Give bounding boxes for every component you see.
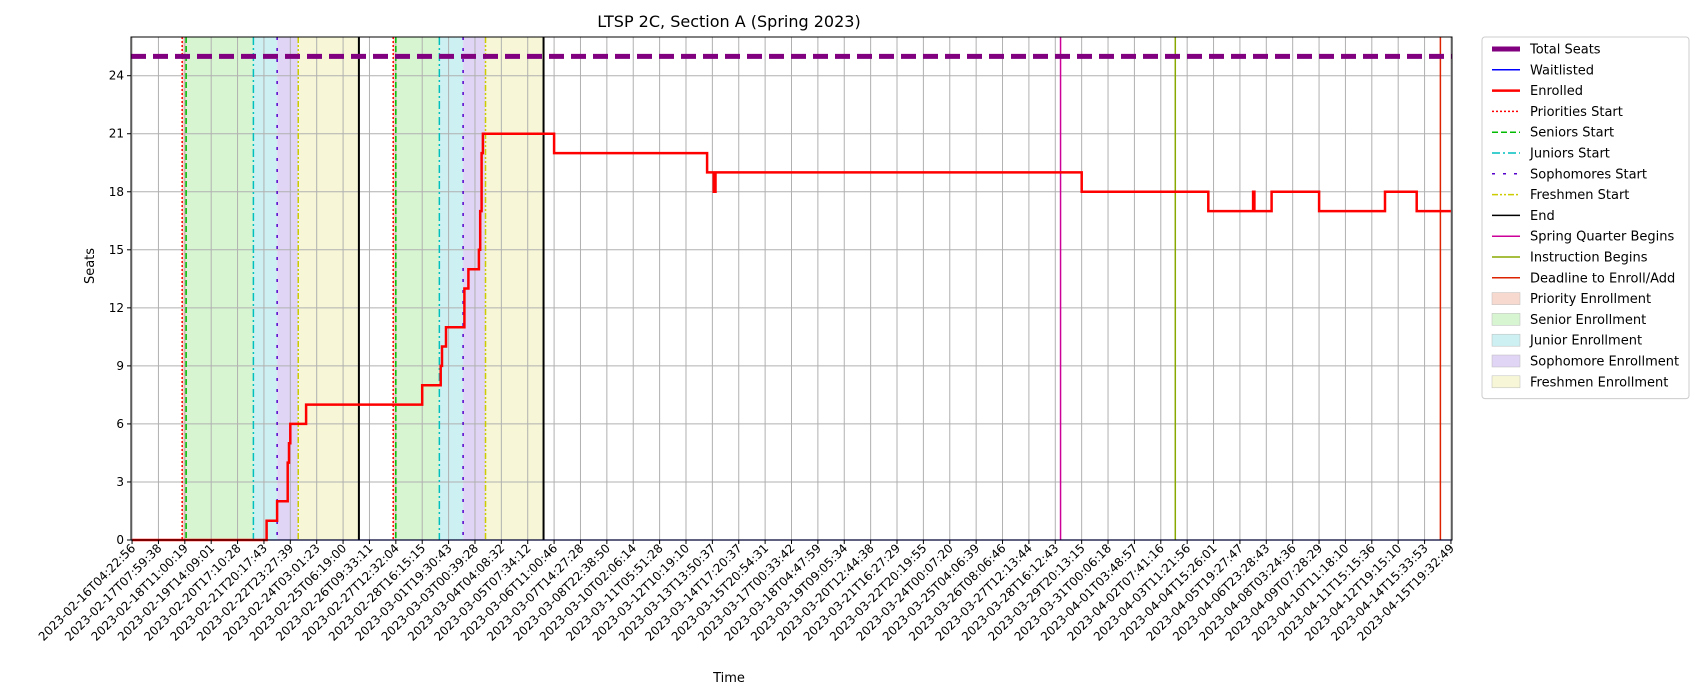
legend-label-junior-enrollment: Junior Enrollment: [1529, 334, 1642, 349]
legend-label-senior-enrollment: Senior Enrollment: [1530, 313, 1646, 328]
legend-label-freshmen-start: Freshmen Start: [1530, 188, 1629, 203]
legend-label-spring-quarter-begins: Spring Quarter Begins: [1530, 230, 1674, 245]
legend-swatch-priority-enrollment: [1491, 292, 1521, 305]
band-senior-enrollment-1: [186, 37, 254, 540]
band-priority-enrollment-0: [182, 37, 187, 540]
legend-label-waitlisted: Waitlisted: [1530, 63, 1594, 78]
legend-box: [1481, 36, 1690, 400]
legend-label-end: End: [1530, 209, 1555, 224]
legend-label-priority-enrollment: Priority Enrollment: [1530, 292, 1651, 307]
band-junior-enrollment-2: [253, 37, 278, 540]
band-sophomore-enrollment-8: [463, 37, 486, 540]
legend-label-deadline-to-enroll-add: Deadline to Enroll/Add: [1530, 271, 1675, 286]
legend-label-juniors-start: Juniors Start: [1529, 147, 1610, 162]
plot-area: 036912151821242023-02-16T04:22:562023-02…: [36, 36, 1457, 644]
y-tick-label: 6: [116, 417, 124, 431]
legend-swatch-senior-enrollment: [1491, 313, 1521, 326]
band-freshmen-enrollment-9: [485, 37, 544, 540]
legend-label-freshmen-enrollment: Freshmen Enrollment: [1530, 375, 1668, 390]
y-tick-label: 21: [109, 127, 124, 141]
y-tick-label: 18: [109, 185, 124, 199]
y-tick-label: 0: [116, 533, 124, 547]
y-tick-label: 12: [109, 301, 124, 315]
band-sophomore-enrollment-3: [277, 37, 299, 540]
legend-label-seniors-start: Seniors Start: [1530, 126, 1614, 141]
series-enrolled: [132, 132, 1451, 542]
legend: Total Seats Waitlisted Enrolled Priorities …: [1481, 36, 1690, 400]
legend-label-enrolled: Enrolled: [1530, 84, 1583, 99]
legend-label-instruction-begins: Instruction Begins: [1530, 251, 1648, 266]
y-tick-label: 15: [109, 243, 124, 257]
band-priority-enrollment-5: [393, 37, 396, 540]
legend-label-total-seats: Total Seats: [1529, 43, 1601, 58]
legend-swatch-freshmen-enrollment: [1491, 375, 1521, 389]
y-tick-label: 3: [116, 475, 124, 489]
legend-label-sophomores-start: Sophomores Start: [1530, 167, 1647, 182]
x-axis-label: Time: [712, 671, 745, 686]
band-senior-enrollment-6: [395, 37, 440, 540]
legend-swatch-junior-enrollment: [1491, 333, 1521, 347]
band-junior-enrollment-7: [439, 37, 464, 540]
y-tick-label: 9: [116, 359, 124, 373]
legend-swatch-sophomore-enrollment: [1491, 354, 1521, 368]
band-freshmen-enrollment-4: [298, 37, 359, 540]
y-axis-label: Seats: [83, 248, 98, 284]
chart-title: LTSP 2C, Section A (Spring 2023): [597, 12, 860, 31]
legend-label-sophomore-enrollment: Sophomore Enrollment: [1530, 355, 1679, 370]
y-tick-label: 24: [109, 69, 124, 83]
legend-label-priorities-start: Priorities Start: [1530, 105, 1623, 120]
